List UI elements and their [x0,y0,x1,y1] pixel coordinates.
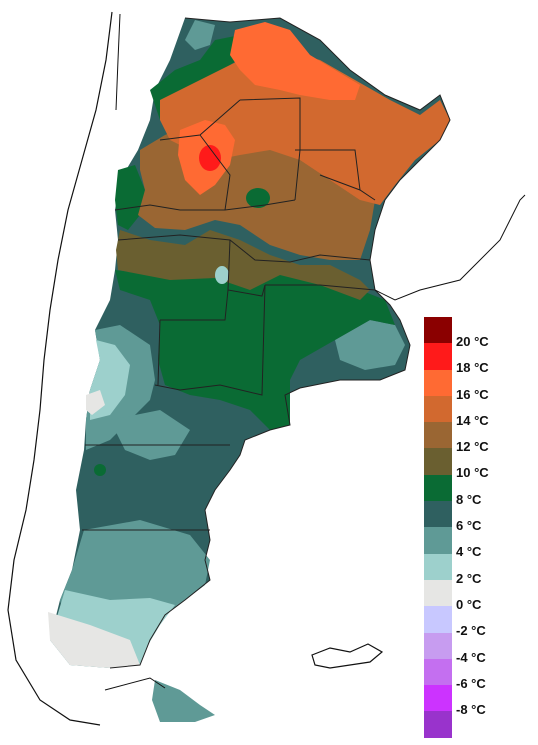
legend-label: 18 °C [456,360,489,376]
zone-8c-band [115,270,395,430]
zone-8c-west [115,165,145,230]
legend-label: 10 °C [456,465,489,481]
zone-14c [160,50,450,205]
legend-label: 4 °C [456,544,482,560]
legend-row: 6 °C [424,501,534,533]
legend-label: -2 °C [456,623,486,639]
legend-swatch [424,632,452,659]
legend-row: 4 °C [424,527,534,559]
zone-4c-spot [215,266,229,284]
zone-8c-spot [246,188,270,208]
legend-row: 8 °C [424,474,534,507]
legend-label: 12 °C [456,439,489,455]
chile-east-border [115,13,121,111]
zone-4c-north [185,20,215,50]
legend-swatch [424,579,452,607]
legend-row: -6 °C [424,658,534,691]
legend-row: 20 °C [424,317,534,349]
legend-row: 0 °C [424,579,534,612]
legend-swatch [424,685,452,712]
legend-row: 18 °C [424,343,534,375]
legend-label: 0 °C [456,596,482,612]
zone-16c [230,22,360,100]
uruguay-outline [374,194,526,301]
zone-0c-south [48,612,140,668]
legend-row: 10 °C [424,448,534,480]
zone-18c [199,145,221,171]
legend-swatch [424,501,452,528]
temperature-legend: 20 °C 18 °C 16 °C 14 °C 12 °C 10 °C 8 °C… [424,317,534,738]
province-borders [82,17,451,669]
legend-swatch [424,448,452,475]
legend-row: -8 °C [424,685,534,717]
legend-swatch [424,606,452,633]
tierra-del-fuego-outline [104,677,166,691]
legend-label: 16 °C [456,386,489,402]
legend-label: -4 °C [456,649,486,665]
legend-swatch [424,422,452,449]
zone-0c-west [86,390,105,415]
falkland-islands [311,643,384,669]
chile-outline [7,11,113,726]
legend-swatch [424,317,452,344]
legend-label: 8 °C [456,491,482,507]
legend-row: 16 °C [424,369,534,402]
zone-4c-center [110,410,190,460]
legend-swatch [424,711,452,738]
zone-4c-east [335,320,405,370]
legend-row [424,711,534,738]
legend-row: -4 °C [424,632,534,665]
legend-swatch [424,658,452,686]
legend-label: -6 °C [456,675,486,691]
legend-label: 2 °C [456,570,482,586]
legend-row: 2 °C [424,553,534,586]
legend-swatch [424,369,452,396]
legend-row: -2 °C [424,606,534,638]
tierra-del-fuego [152,680,215,722]
legend-label: 20 °C [456,334,489,349]
legend-label: 6 °C [456,518,482,534]
legend-swatch [424,553,452,580]
legend-swatch [424,527,452,554]
legend-label: -8 °C [456,702,486,718]
legend-label: 14 °C [456,412,489,428]
legend-swatch [424,343,452,370]
legend-swatch [424,474,452,502]
legend-swatch [424,395,452,423]
legend-row: 12 °C [424,422,534,454]
legend-row: 14 °C [424,395,534,428]
zone-8c-spot-south [94,464,106,476]
zone-10c [116,230,370,300]
